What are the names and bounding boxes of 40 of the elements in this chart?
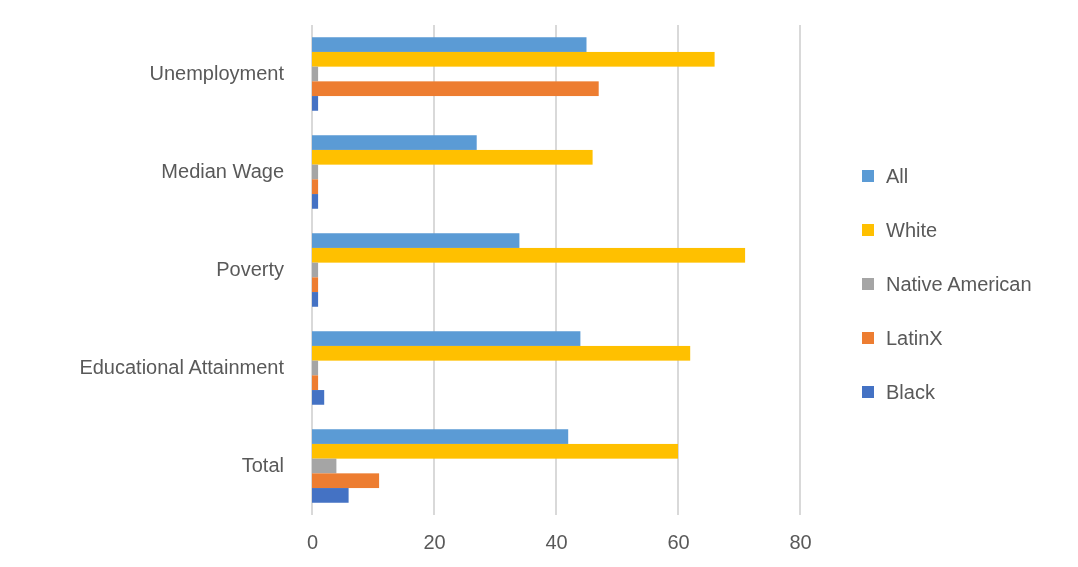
x-tick-label: 0	[306, 531, 319, 554]
x-tick-label: 40	[545, 531, 568, 554]
bar	[312, 458, 337, 474]
y-tick-label: Unemployment	[149, 62, 285, 85]
bar	[312, 443, 678, 459]
legend-label: All	[886, 165, 909, 187]
bar	[312, 66, 319, 82]
bar	[312, 233, 520, 248]
bar	[312, 360, 319, 376]
bar	[312, 345, 691, 361]
bar	[312, 331, 581, 346]
bar	[312, 277, 319, 293]
bar	[312, 179, 319, 195]
bar	[312, 390, 325, 405]
bar	[312, 292, 319, 307]
legend-label: White	[886, 219, 938, 241]
bar	[312, 164, 319, 180]
bar	[312, 51, 715, 67]
legend-label: Native American	[886, 273, 1032, 295]
bar	[312, 247, 746, 263]
bar	[312, 81, 599, 97]
bar	[312, 135, 477, 150]
y-tick-label: Median Wage	[161, 160, 284, 183]
bar	[312, 96, 319, 111]
x-tick-label: 60	[667, 531, 690, 554]
bar	[312, 429, 569, 444]
legend-label: LatinX	[886, 327, 943, 349]
y-tick-label: Total	[241, 454, 284, 477]
bar	[312, 149, 593, 165]
legend-label: Black	[886, 381, 936, 403]
bar	[312, 194, 319, 209]
y-tick-label: Educational Attainment	[79, 356, 285, 379]
bar	[312, 375, 319, 391]
y-tick-label: Poverty	[216, 258, 284, 281]
bar	[312, 488, 349, 503]
bar	[312, 37, 587, 52]
x-tick-label: 20	[423, 531, 446, 554]
x-tick-label: 80	[789, 531, 812, 554]
bar	[312, 262, 319, 278]
bar	[312, 473, 380, 489]
